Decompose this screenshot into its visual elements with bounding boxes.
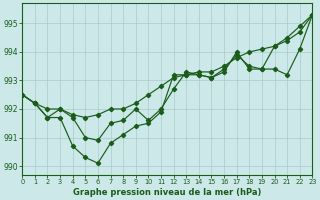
X-axis label: Graphe pression niveau de la mer (hPa): Graphe pression niveau de la mer (hPa) [73,188,261,197]
